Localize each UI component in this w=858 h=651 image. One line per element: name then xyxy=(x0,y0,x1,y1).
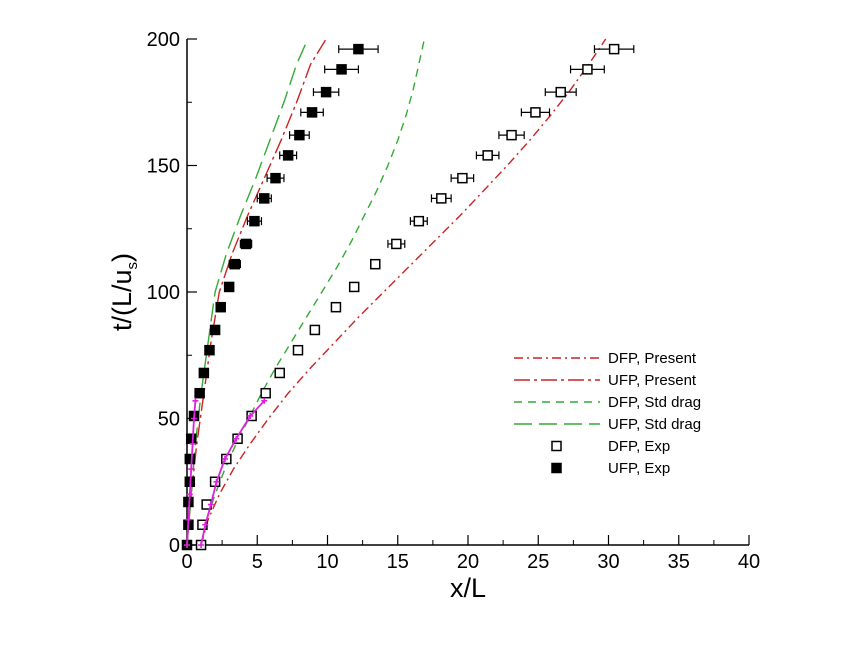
legend-label: DFP, Exp xyxy=(608,438,670,455)
dfp-exp-point xyxy=(413,215,425,227)
ufp-exp-point xyxy=(336,64,347,75)
magenta-point xyxy=(191,415,198,422)
magenta-point xyxy=(189,440,196,447)
y-axis-title: t/(L/us) xyxy=(107,253,141,331)
dfp-exp-point xyxy=(608,43,620,55)
ufp-exp-point xyxy=(223,281,235,293)
ufp-exp-point xyxy=(270,172,281,184)
x-tick-label: 15 xyxy=(387,551,409,573)
magenta-point xyxy=(261,397,268,404)
y-axis-title-sub: s xyxy=(124,262,141,270)
x-tick-label: 25 xyxy=(527,551,549,573)
magenta-point xyxy=(247,412,254,419)
dfp-exp-point xyxy=(292,344,304,356)
ufp-exp-point xyxy=(184,453,196,465)
ufp-exp-point xyxy=(209,324,221,336)
dfp-exp-point xyxy=(274,367,285,379)
exp-markers xyxy=(181,43,635,551)
ufp-exp-point xyxy=(294,129,305,141)
magenta-point xyxy=(207,501,214,508)
magenta-markers xyxy=(184,397,268,548)
x-tick-label: 20 xyxy=(457,551,479,573)
magenta-point xyxy=(186,491,193,498)
x-tick-label: 10 xyxy=(316,551,338,573)
axes: 0 5 10 15 20 25 30 35 40 0 50 100 150 200 xyxy=(147,29,761,573)
y-tick-label: 150 xyxy=(147,156,180,178)
x-tick-label: 35 xyxy=(668,551,690,573)
magenta-point xyxy=(184,542,190,548)
y-tick-label: 0 xyxy=(169,535,180,557)
x-tick-label: 40 xyxy=(738,551,760,573)
y-tick-label: 200 xyxy=(147,29,180,51)
magenta-point xyxy=(221,455,228,462)
ufp-exp-point xyxy=(194,387,205,399)
magenta-point xyxy=(198,542,205,548)
ufp-exp-point xyxy=(282,150,294,161)
y-tick-label: 100 xyxy=(147,282,180,304)
dfp-exp-point xyxy=(436,193,447,204)
magenta-point xyxy=(202,521,209,528)
x-tick-label: 30 xyxy=(597,551,619,573)
dfp-exp-point xyxy=(348,281,360,293)
ufp-exp-point xyxy=(259,193,270,204)
ufp-exp-point xyxy=(198,367,210,379)
ufp-exp-point xyxy=(215,301,226,313)
ufp-exp-point xyxy=(204,344,215,356)
dfp-exp-point xyxy=(457,172,468,184)
dfp-exp-point xyxy=(506,129,517,141)
series-line xyxy=(186,38,309,546)
series-line xyxy=(200,38,607,546)
ufp-exp-point xyxy=(353,43,364,55)
magenta-point xyxy=(188,466,195,473)
y-tick-label: 50 xyxy=(158,409,180,431)
dfp-exp-point xyxy=(482,150,493,161)
magenta-point xyxy=(192,397,199,404)
y-axis-title-main: t/(L/u xyxy=(107,269,137,331)
magenta-point xyxy=(213,478,220,485)
dfp-exp-point xyxy=(582,64,593,75)
dfp-exp-point xyxy=(260,387,271,399)
ufp-exp-point xyxy=(320,86,332,98)
legend-marker xyxy=(551,440,562,452)
ufp-exp-point xyxy=(306,107,318,118)
x-axis-title: x/L xyxy=(450,573,486,603)
ufp-exp-point xyxy=(240,238,252,250)
ufp-exp-point xyxy=(185,433,197,444)
series-line xyxy=(186,38,327,546)
legend-label: DFP, Std drag xyxy=(608,394,701,411)
dfp-exp-point xyxy=(555,86,566,98)
dfp-exp-point xyxy=(391,238,402,250)
y-axis-title-close: ) xyxy=(107,253,137,262)
dfp-exp-point xyxy=(370,258,381,270)
legend-marker xyxy=(551,462,562,474)
legend: DFP, Present UFP, Present DFP, Std drag UFP… xyxy=(514,350,701,477)
legend-label: UFP, Exp xyxy=(608,460,670,477)
x-tick-label: 5 xyxy=(252,551,263,573)
ufp-exp-point xyxy=(229,258,241,270)
plot-lines xyxy=(186,38,607,546)
dfp-exp-point xyxy=(530,107,541,118)
dfp-exp-point xyxy=(309,324,321,336)
legend-label: UFP, Std drag xyxy=(608,416,701,433)
legend-label: UFP, Present xyxy=(608,372,697,389)
dfp-exp-point xyxy=(330,301,342,313)
magenta-line xyxy=(200,400,265,546)
x-tick-label: 0 xyxy=(181,551,192,573)
magenta-point xyxy=(233,435,240,442)
magenta-point xyxy=(185,516,192,523)
ufp-exp-point xyxy=(249,215,260,227)
legend-label: DFP, Present xyxy=(608,350,697,367)
